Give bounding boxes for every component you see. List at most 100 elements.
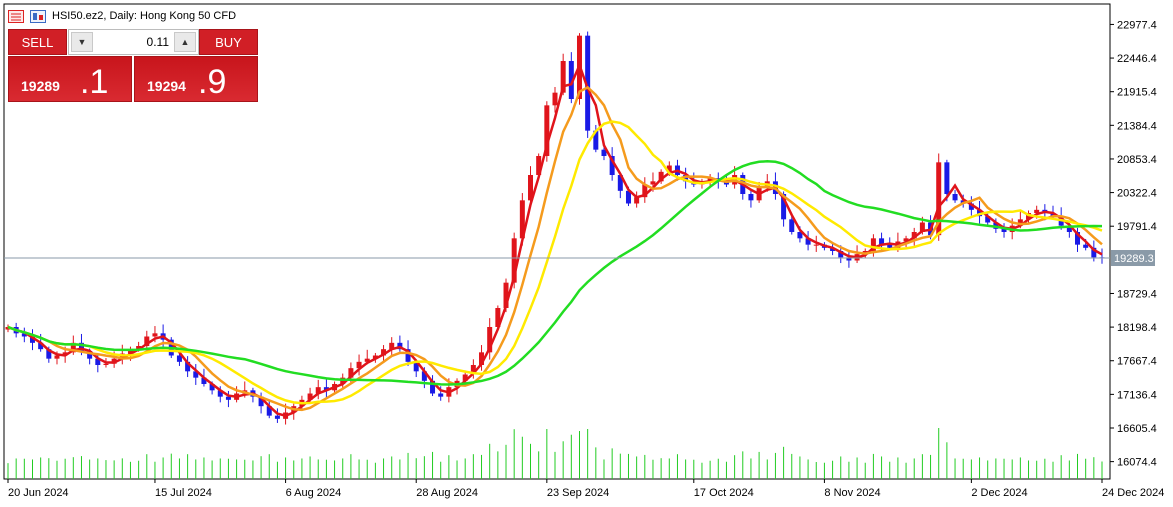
- candle-body: [152, 333, 158, 337]
- buy-price-button[interactable]: 19294 .9: [134, 56, 258, 102]
- candle-body: [911, 232, 917, 239]
- candle-body: [95, 358, 101, 365]
- symbol-title: HSI50.ez2, Daily: Hong Kong 50 CFD: [52, 10, 237, 22]
- ma-slow-line: [7, 120, 1103, 405]
- y-tick-label: 17667.4: [1117, 356, 1157, 368]
- candle-body: [1083, 244, 1089, 248]
- ma-long-line: [7, 159, 1103, 386]
- sell-price-prefix: 19289: [21, 78, 60, 94]
- sell-button[interactable]: SELL: [8, 29, 67, 55]
- candle-body: [919, 222, 925, 232]
- sell-price-button[interactable]: 19289 .1: [8, 56, 132, 102]
- candle-body: [560, 61, 566, 93]
- ma-fast-line: [7, 61, 1103, 418]
- x-tick-label: 24 Dec 2024: [1102, 487, 1164, 499]
- candle-body: [62, 352, 68, 356]
- moving-averages: [7, 61, 1103, 418]
- volume-bars: [7, 428, 1103, 479]
- candle-body: [707, 178, 713, 182]
- candle-body: [356, 361, 362, 369]
- candle-body: [21, 333, 27, 337]
- chart-title: HSI50.ez2, Daily: Hong Kong 50 CFD: [8, 8, 236, 24]
- one-click-trading-icon[interactable]: [30, 9, 46, 23]
- candle-body: [495, 308, 501, 327]
- y-tick-label: 18729.4: [1117, 288, 1157, 300]
- y-tick-label: 20322.4: [1117, 188, 1157, 200]
- candle-body: [405, 349, 411, 362]
- candle-body: [585, 35, 591, 131]
- candle-body: [609, 156, 615, 175]
- triangle-down-icon: ▼: [77, 37, 87, 47]
- candle-body: [364, 358, 370, 362]
- candle-body: [1034, 209, 1040, 213]
- candle-body: [805, 238, 811, 245]
- candle-body: [103, 363, 109, 365]
- candle-body: [201, 377, 207, 384]
- x-axis: 20 Jun 2024 15 Jul 2024 6 Aug 2024 28 Aug 2…: [7, 479, 1164, 499]
- volume-input[interactable]: [97, 33, 169, 51]
- candle-body: [528, 175, 534, 201]
- x-tick-label: 28 Aug 2024: [416, 487, 478, 499]
- candle-body: [1050, 213, 1056, 217]
- candle-body: [413, 361, 419, 372]
- sell-price-suffix: .1: [80, 63, 109, 101]
- candle-body: [258, 396, 264, 407]
- candle-body: [29, 336, 35, 343]
- candle-body: [952, 194, 958, 201]
- candle-body: [642, 184, 648, 198]
- candle-body: [1017, 219, 1023, 226]
- candle-body: [1075, 232, 1081, 245]
- x-tick-label: 23 Sep 2024: [547, 487, 609, 499]
- volume-decrease-button[interactable]: ▼: [71, 32, 93, 52]
- candle-body: [985, 216, 991, 223]
- candle-body: [217, 390, 223, 397]
- candle-body: [185, 361, 191, 372]
- plot-frame: [3, 3, 1111, 480]
- buy-button[interactable]: BUY: [199, 29, 258, 55]
- candle-body: [487, 327, 493, 353]
- candle-body: [781, 194, 787, 220]
- y-tick-label: 22446.4: [1117, 53, 1157, 65]
- x-tick-label: 8 Nov 2024: [824, 487, 880, 499]
- x-tick-label: 6 Aug 2024: [286, 487, 342, 499]
- candle-body: [511, 238, 517, 283]
- y-tick-label: 16605.4: [1117, 423, 1157, 435]
- candle-body: [617, 175, 623, 191]
- candle-body: [430, 380, 436, 394]
- buy-price-suffix: .9: [198, 63, 227, 101]
- candle-body: [544, 105, 550, 156]
- volume-spinner: ▼ ▲: [68, 29, 199, 55]
- candle-body: [479, 352, 485, 365]
- candle-body: [936, 162, 942, 236]
- volume-increase-button[interactable]: ▲: [174, 32, 196, 52]
- candle-body: [372, 355, 378, 359]
- candle-body: [323, 387, 329, 391]
- candle-body: [838, 251, 844, 258]
- candle-body: [193, 371, 199, 378]
- candle-body: [209, 384, 215, 391]
- candle-body: [789, 219, 795, 232]
- menu-list-icon[interactable]: [8, 9, 24, 23]
- candle-body: [462, 374, 468, 381]
- candle-body: [666, 165, 672, 172]
- candle-body: [748, 194, 754, 201]
- candle-body: [136, 346, 142, 350]
- y-tick-label: 18198.4: [1117, 322, 1157, 334]
- candle-body: [568, 61, 574, 99]
- candle-body: [887, 244, 893, 248]
- candle-body: [127, 349, 133, 354]
- candle-body: [634, 197, 640, 204]
- x-tick-label: 17 Oct 2024: [694, 487, 754, 499]
- candle-body: [903, 238, 909, 242]
- candle-body: [348, 368, 354, 378]
- candle-body: [797, 232, 803, 239]
- candle-body: [601, 149, 607, 156]
- candle-body: [274, 415, 280, 419]
- candle-body: [813, 244, 819, 246]
- candle-body: [519, 200, 525, 239]
- candle-body: [46, 349, 52, 359]
- candle-body: [625, 190, 631, 204]
- y-tick-label: 20853.4: [1117, 154, 1157, 166]
- current-price-label-bg: [1111, 250, 1155, 267]
- candle-body: [438, 393, 444, 397]
